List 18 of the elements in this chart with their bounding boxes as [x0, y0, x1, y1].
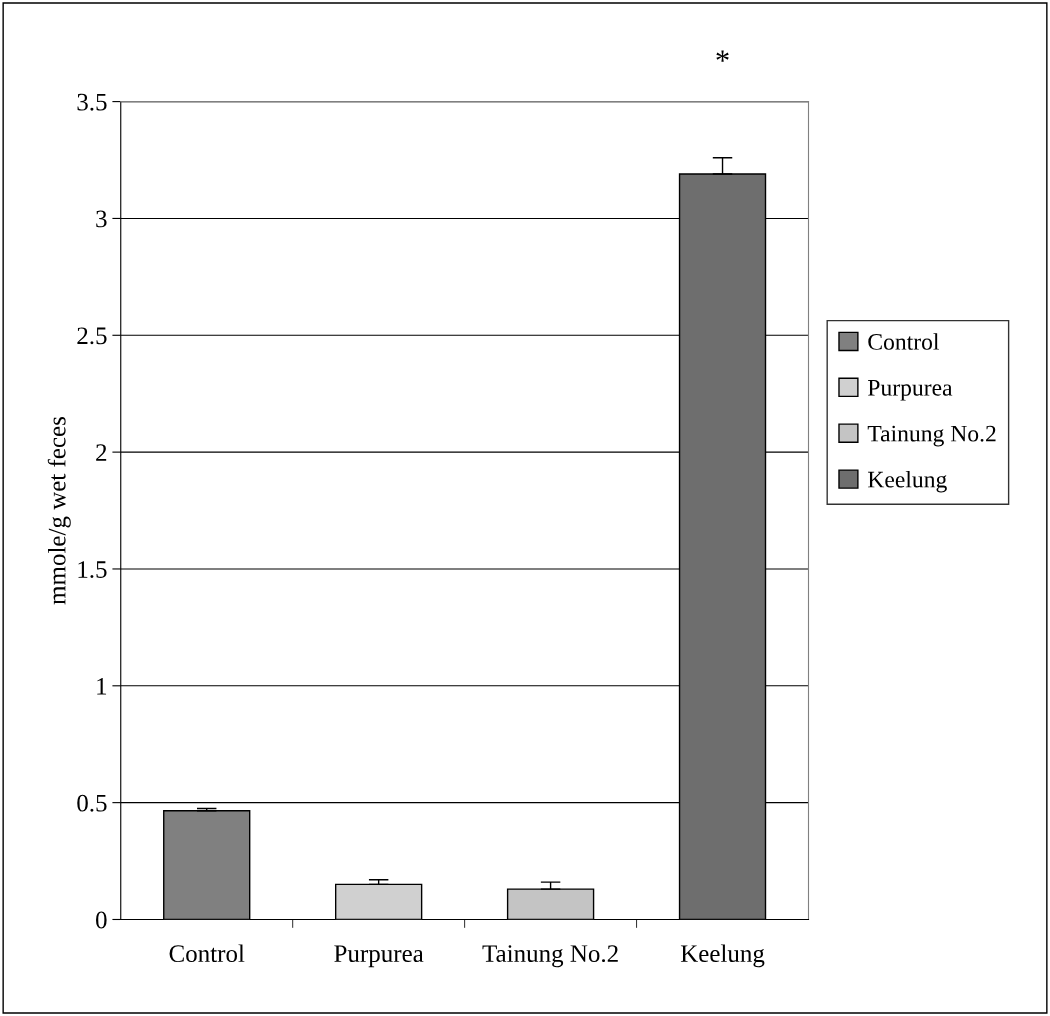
x-tick-label: Keelung	[680, 944, 765, 968]
y-tick-label: 3.5	[77, 93, 107, 111]
y-tick-label: 0.5	[77, 794, 107, 812]
y-tick-label: 0	[96, 911, 107, 929]
y-tick-label: 1.5	[78, 561, 107, 578]
legend-label: Control	[868, 333, 939, 350]
x-tick-label: Control	[169, 944, 245, 963]
x-tick-label: Purpurea	[334, 945, 424, 968]
y-tick-label: 3	[96, 210, 107, 228]
text: *	[716, 50, 729, 62]
legend-label: Tainung No.2	[867, 425, 996, 447]
legend-label: Purpurea	[868, 380, 953, 401]
y-tick-label: 1	[97, 677, 107, 695]
y-axis-title: mmole/g wet feces	[47, 417, 71, 605]
y-tick-label: 2	[96, 444, 107, 461]
x-tick-label: Tainung No.2	[482, 945, 618, 968]
y-tick-label: 2.5	[77, 327, 107, 345]
legend-label: Keelung	[868, 470, 947, 493]
